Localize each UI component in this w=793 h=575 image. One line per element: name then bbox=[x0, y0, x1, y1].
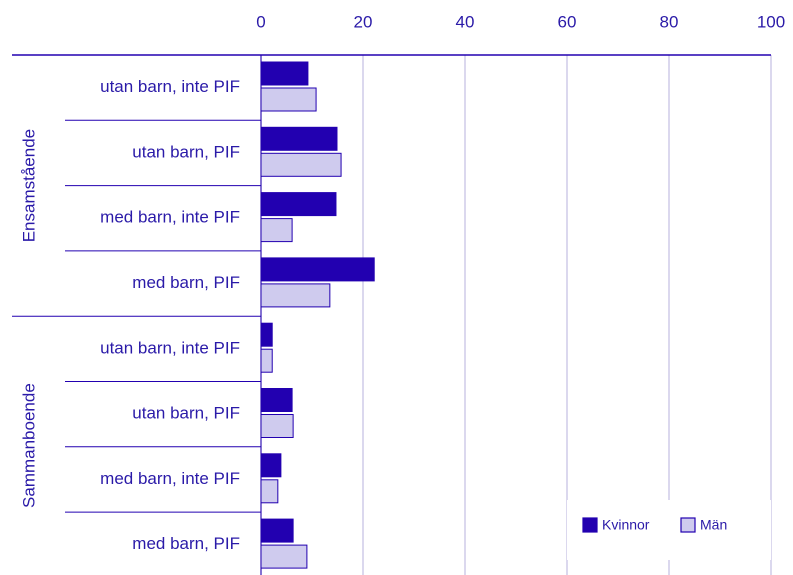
bar bbox=[260, 414, 294, 438]
bar bbox=[260, 126, 338, 151]
legend-swatch bbox=[582, 517, 598, 533]
legend: Kvinnor Män bbox=[567, 500, 771, 560]
category-label: utan barn, inte PIF bbox=[100, 338, 240, 357]
bar bbox=[260, 518, 294, 543]
legend-swatch bbox=[680, 517, 696, 533]
category-label: med barn, PIF bbox=[132, 273, 240, 292]
x-tick-label: 60 bbox=[558, 12, 577, 31]
group-label: Sammanboende bbox=[19, 383, 38, 508]
legend-box bbox=[567, 500, 771, 560]
bar bbox=[260, 544, 308, 569]
x-tick-label: 40 bbox=[456, 12, 475, 31]
group-label: Ensamstående bbox=[19, 129, 38, 242]
legend-label: Kvinnor bbox=[602, 517, 650, 533]
bar bbox=[260, 152, 342, 177]
category-label: utan barn, PIF bbox=[132, 404, 240, 423]
category-label: utan barn, PIF bbox=[132, 142, 240, 161]
legend-label: Män bbox=[700, 517, 727, 533]
category-label: utan barn, inte PIF bbox=[100, 77, 240, 96]
x-tick-label: 100 bbox=[757, 12, 785, 31]
bar bbox=[260, 192, 337, 217]
category-label: med barn, PIF bbox=[132, 534, 240, 553]
x-tick-label: 80 bbox=[660, 12, 679, 31]
bar bbox=[260, 87, 317, 112]
bar bbox=[260, 388, 293, 412]
bar bbox=[260, 348, 273, 373]
category-label: med barn, inte PIF bbox=[100, 469, 240, 488]
bar bbox=[260, 322, 273, 347]
bar bbox=[260, 453, 282, 478]
category-label: med barn, inte PIF bbox=[100, 208, 240, 227]
x-tick-label: 0 bbox=[256, 12, 265, 31]
bar bbox=[260, 61, 309, 86]
x-tick-label: 20 bbox=[354, 12, 373, 31]
bar bbox=[260, 479, 279, 504]
bar bbox=[260, 283, 331, 308]
bar bbox=[260, 257, 375, 282]
bar bbox=[260, 218, 293, 243]
